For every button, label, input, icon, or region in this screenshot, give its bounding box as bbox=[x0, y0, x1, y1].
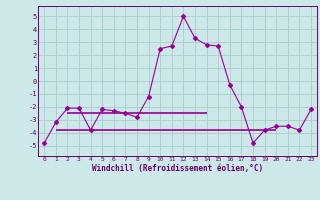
X-axis label: Windchill (Refroidissement éolien,°C): Windchill (Refroidissement éolien,°C) bbox=[92, 164, 263, 173]
